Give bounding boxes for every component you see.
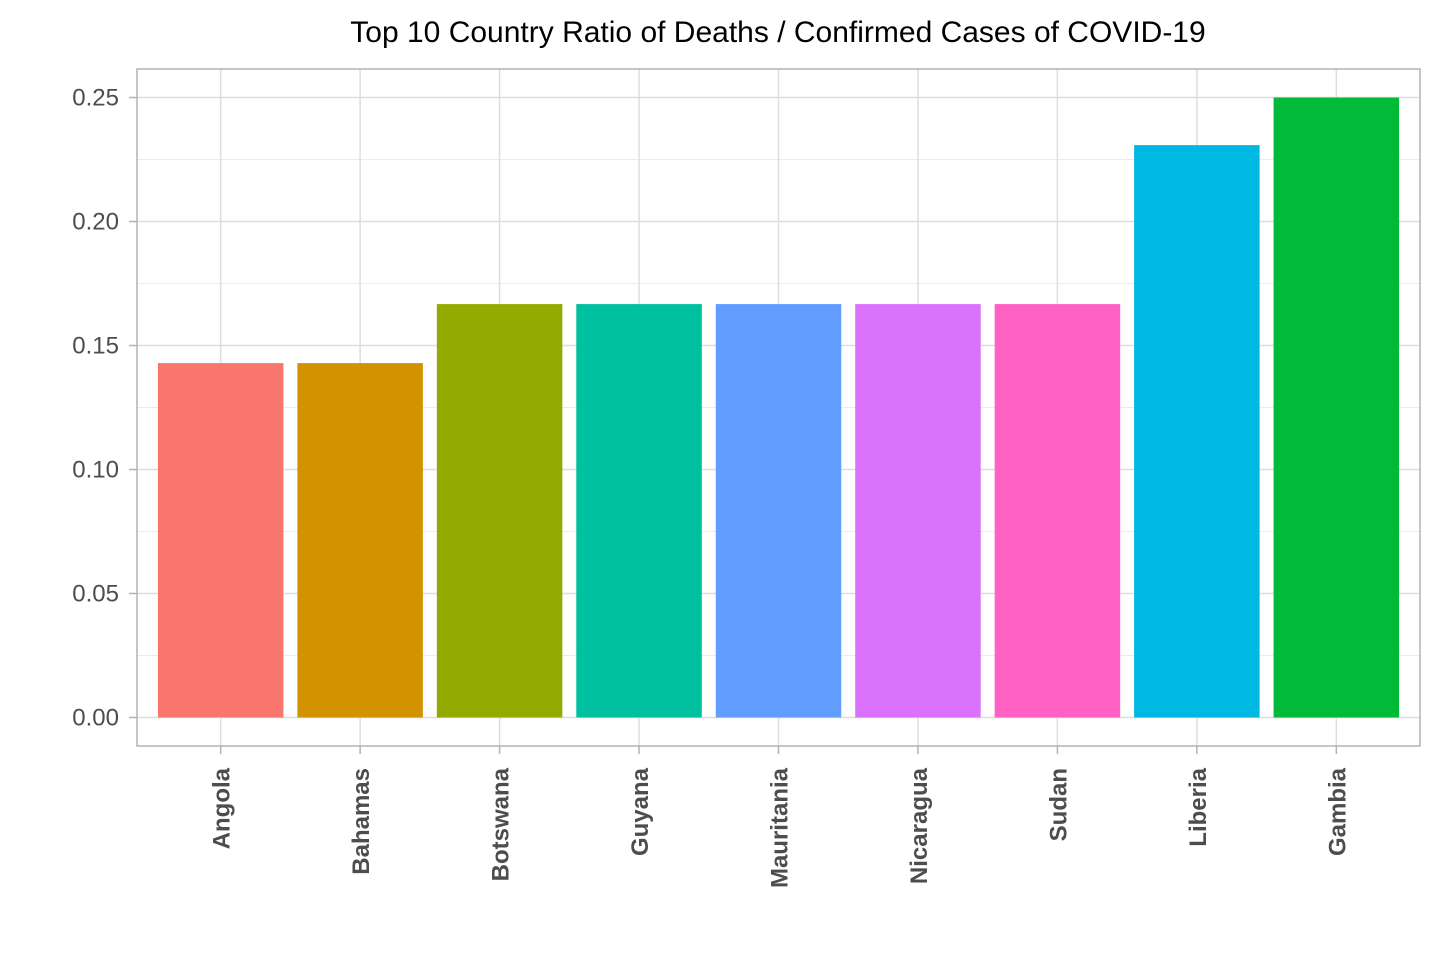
x-tick-label: Sudan — [1045, 768, 1072, 841]
y-tick-label: 0.00 — [72, 704, 119, 731]
x-tick-label: Guyana — [627, 767, 654, 856]
bar-gambia — [1273, 97, 1400, 718]
bar-sudan — [994, 304, 1121, 718]
y-tick-label: 0.25 — [72, 85, 119, 112]
bar-botswana — [436, 304, 563, 718]
x-axis: Angola Bahamas Botswana Guyana Mauritania Nic… — [209, 746, 1351, 888]
x-tick-label: Gambia — [1324, 767, 1351, 856]
bar-guyana — [576, 304, 702, 718]
y-tick-label: 0.15 — [72, 333, 119, 360]
x-tick-label: Bahamas — [348, 768, 375, 875]
y-axis: 0.00 0.05 0.10 0.15 0.20 0.25 — [72, 85, 137, 731]
bar-angola — [157, 363, 284, 718]
y-tick-label: 0.10 — [72, 456, 119, 483]
bar-nicaragua — [855, 304, 981, 718]
bars — [157, 97, 1400, 718]
bar-liberia — [1134, 145, 1260, 718]
x-tick-label: Nicaragua — [906, 767, 933, 884]
bar-bahamas — [297, 363, 423, 718]
x-tick-label: Liberia — [1185, 767, 1212, 846]
y-tick-label: 0.20 — [72, 209, 119, 236]
x-tick-label: Botswana — [488, 767, 515, 881]
y-tick-label: 0.05 — [72, 580, 119, 607]
bar-mauritania — [715, 304, 842, 718]
x-tick-label: Mauritania — [767, 767, 794, 888]
chart-title: Top 10 Country Ratio of Deaths / Confirm… — [350, 16, 1205, 49]
x-tick-label: Angola — [209, 767, 236, 849]
